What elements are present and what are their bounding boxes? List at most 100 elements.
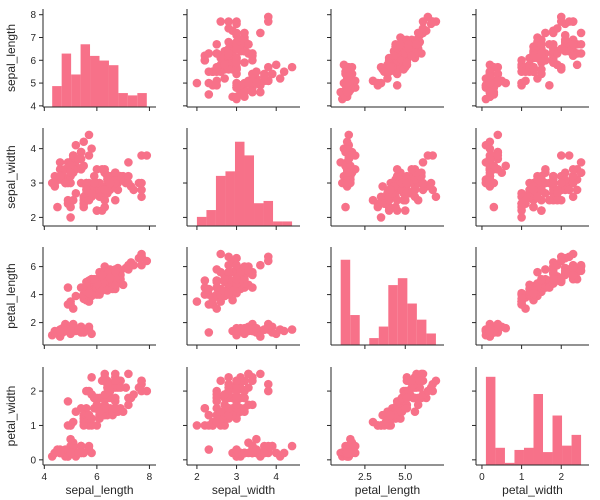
- scatter-point: [66, 434, 75, 444]
- scatter-point: [232, 326, 241, 336]
- scatter-point: [244, 383, 253, 392]
- scatter-point: [232, 274, 241, 284]
- scatter-point: [55, 326, 65, 336]
- scatter-point: [404, 386, 413, 396]
- scatter-point: [212, 40, 222, 49]
- x-axis-label-petal_length: petal_length: [355, 483, 420, 497]
- scatter-point: [556, 12, 566, 22]
- panel-petal_length-vs-petal_length: [327, 247, 444, 349]
- scatter-point: [110, 168, 120, 178]
- histogram-bar: [552, 415, 563, 465]
- histogram-bar: [108, 65, 119, 107]
- scatter-point: [402, 178, 412, 188]
- scatter-point: [263, 386, 273, 396]
- scatter-point: [110, 195, 120, 205]
- scatter-point: [216, 249, 226, 259]
- scatter-point: [232, 58, 241, 67]
- scatter-point: [97, 164, 107, 174]
- scatter-point: [576, 158, 586, 167]
- scatter-point: [431, 192, 441, 202]
- scatter-point: [76, 147, 86, 157]
- scatter-point: [418, 369, 428, 379]
- panel-sepal_width-vs-sepal_width: [183, 128, 300, 230]
- scatter-point: [552, 195, 562, 205]
- x-tick-label: 2: [194, 472, 200, 483]
- scatter-point: [533, 267, 542, 277]
- scatter-point: [378, 182, 387, 191]
- scatter-point: [244, 448, 253, 458]
- scatter-point: [368, 195, 378, 205]
- scatter-point: [50, 178, 60, 188]
- scatter-point: [342, 178, 352, 188]
- scatter-point: [192, 421, 202, 430]
- y-tick-label: 3: [30, 179, 36, 190]
- scatter-point: [428, 185, 438, 195]
- scatter-point: [216, 17, 226, 26]
- scatter-point: [413, 400, 423, 410]
- scatter-point: [400, 206, 410, 215]
- histogram-bar: [61, 53, 72, 107]
- y-axis-label-petal_length: petal_length: [4, 263, 18, 328]
- panel-petal_width-vs-petal_length: 2.5 5.0: [327, 367, 444, 483]
- scatter-point: [521, 76, 530, 86]
- scatter-point: [232, 17, 241, 26]
- y-tick-label: 2: [30, 387, 36, 398]
- panel-sepal_length-vs-sepal_length: 4 5 6 7 8: [30, 9, 156, 112]
- scatter-point: [392, 195, 402, 205]
- panel-sepal_width-vs-petal_width: [472, 128, 589, 230]
- scatter-point: [232, 393, 241, 403]
- scatter-point: [545, 81, 554, 90]
- scatter-point: [216, 267, 226, 277]
- scatter-point: [63, 195, 73, 205]
- scatter-point: [564, 151, 574, 160]
- scatter-point: [556, 44, 566, 54]
- scatter-point: [423, 386, 433, 396]
- scatter-point: [386, 410, 396, 420]
- scatter-point: [79, 421, 89, 430]
- scatter-point: [224, 37, 233, 47]
- scatter-point: [55, 448, 65, 458]
- scatter-point: [533, 53, 542, 63]
- y-tick-label: 2: [30, 318, 36, 329]
- scatter-point: [110, 266, 120, 276]
- scatter-point: [129, 185, 138, 195]
- scatter-point: [576, 266, 586, 276]
- scatter-point: [66, 326, 75, 336]
- scatter-point: [560, 168, 570, 178]
- histogram-bar: [350, 315, 360, 345]
- scatter-point: [105, 178, 115, 188]
- scatter-point: [556, 256, 566, 266]
- histogram-bar: [562, 445, 572, 465]
- scatter-point: [212, 62, 222, 72]
- scatter-point: [407, 51, 417, 61]
- scatter-point: [341, 202, 350, 212]
- scatter-point: [263, 441, 273, 451]
- scatter-point: [412, 40, 421, 49]
- scatter-point: [549, 58, 558, 67]
- scatter-point: [224, 373, 233, 382]
- scatter-point: [100, 195, 110, 205]
- x-tick-label: 0: [479, 472, 485, 483]
- scatter-point: [521, 195, 530, 205]
- histogram-bar: [127, 95, 138, 107]
- x-tick-label: 6: [94, 472, 100, 483]
- scatter-point: [541, 164, 550, 174]
- scatter-point: [485, 326, 495, 336]
- scatter-point: [137, 260, 146, 270]
- scatter-point: [431, 376, 441, 386]
- histogram-bar: [397, 278, 408, 345]
- scatter-point: [568, 51, 578, 61]
- scatter-point: [240, 376, 249, 386]
- scatter-point: [89, 171, 99, 181]
- histogram-bar: [495, 447, 505, 465]
- scatter-point: [89, 274, 99, 284]
- scatter-point: [248, 400, 257, 410]
- scatter-point: [418, 24, 428, 33]
- scatter-point: [556, 273, 566, 283]
- scatter-point: [68, 417, 78, 427]
- scatter-point: [260, 71, 269, 81]
- scatter-point: [248, 283, 257, 292]
- scatter-point: [110, 403, 120, 413]
- scatter-point: [271, 60, 281, 70]
- scatter-point: [248, 376, 257, 386]
